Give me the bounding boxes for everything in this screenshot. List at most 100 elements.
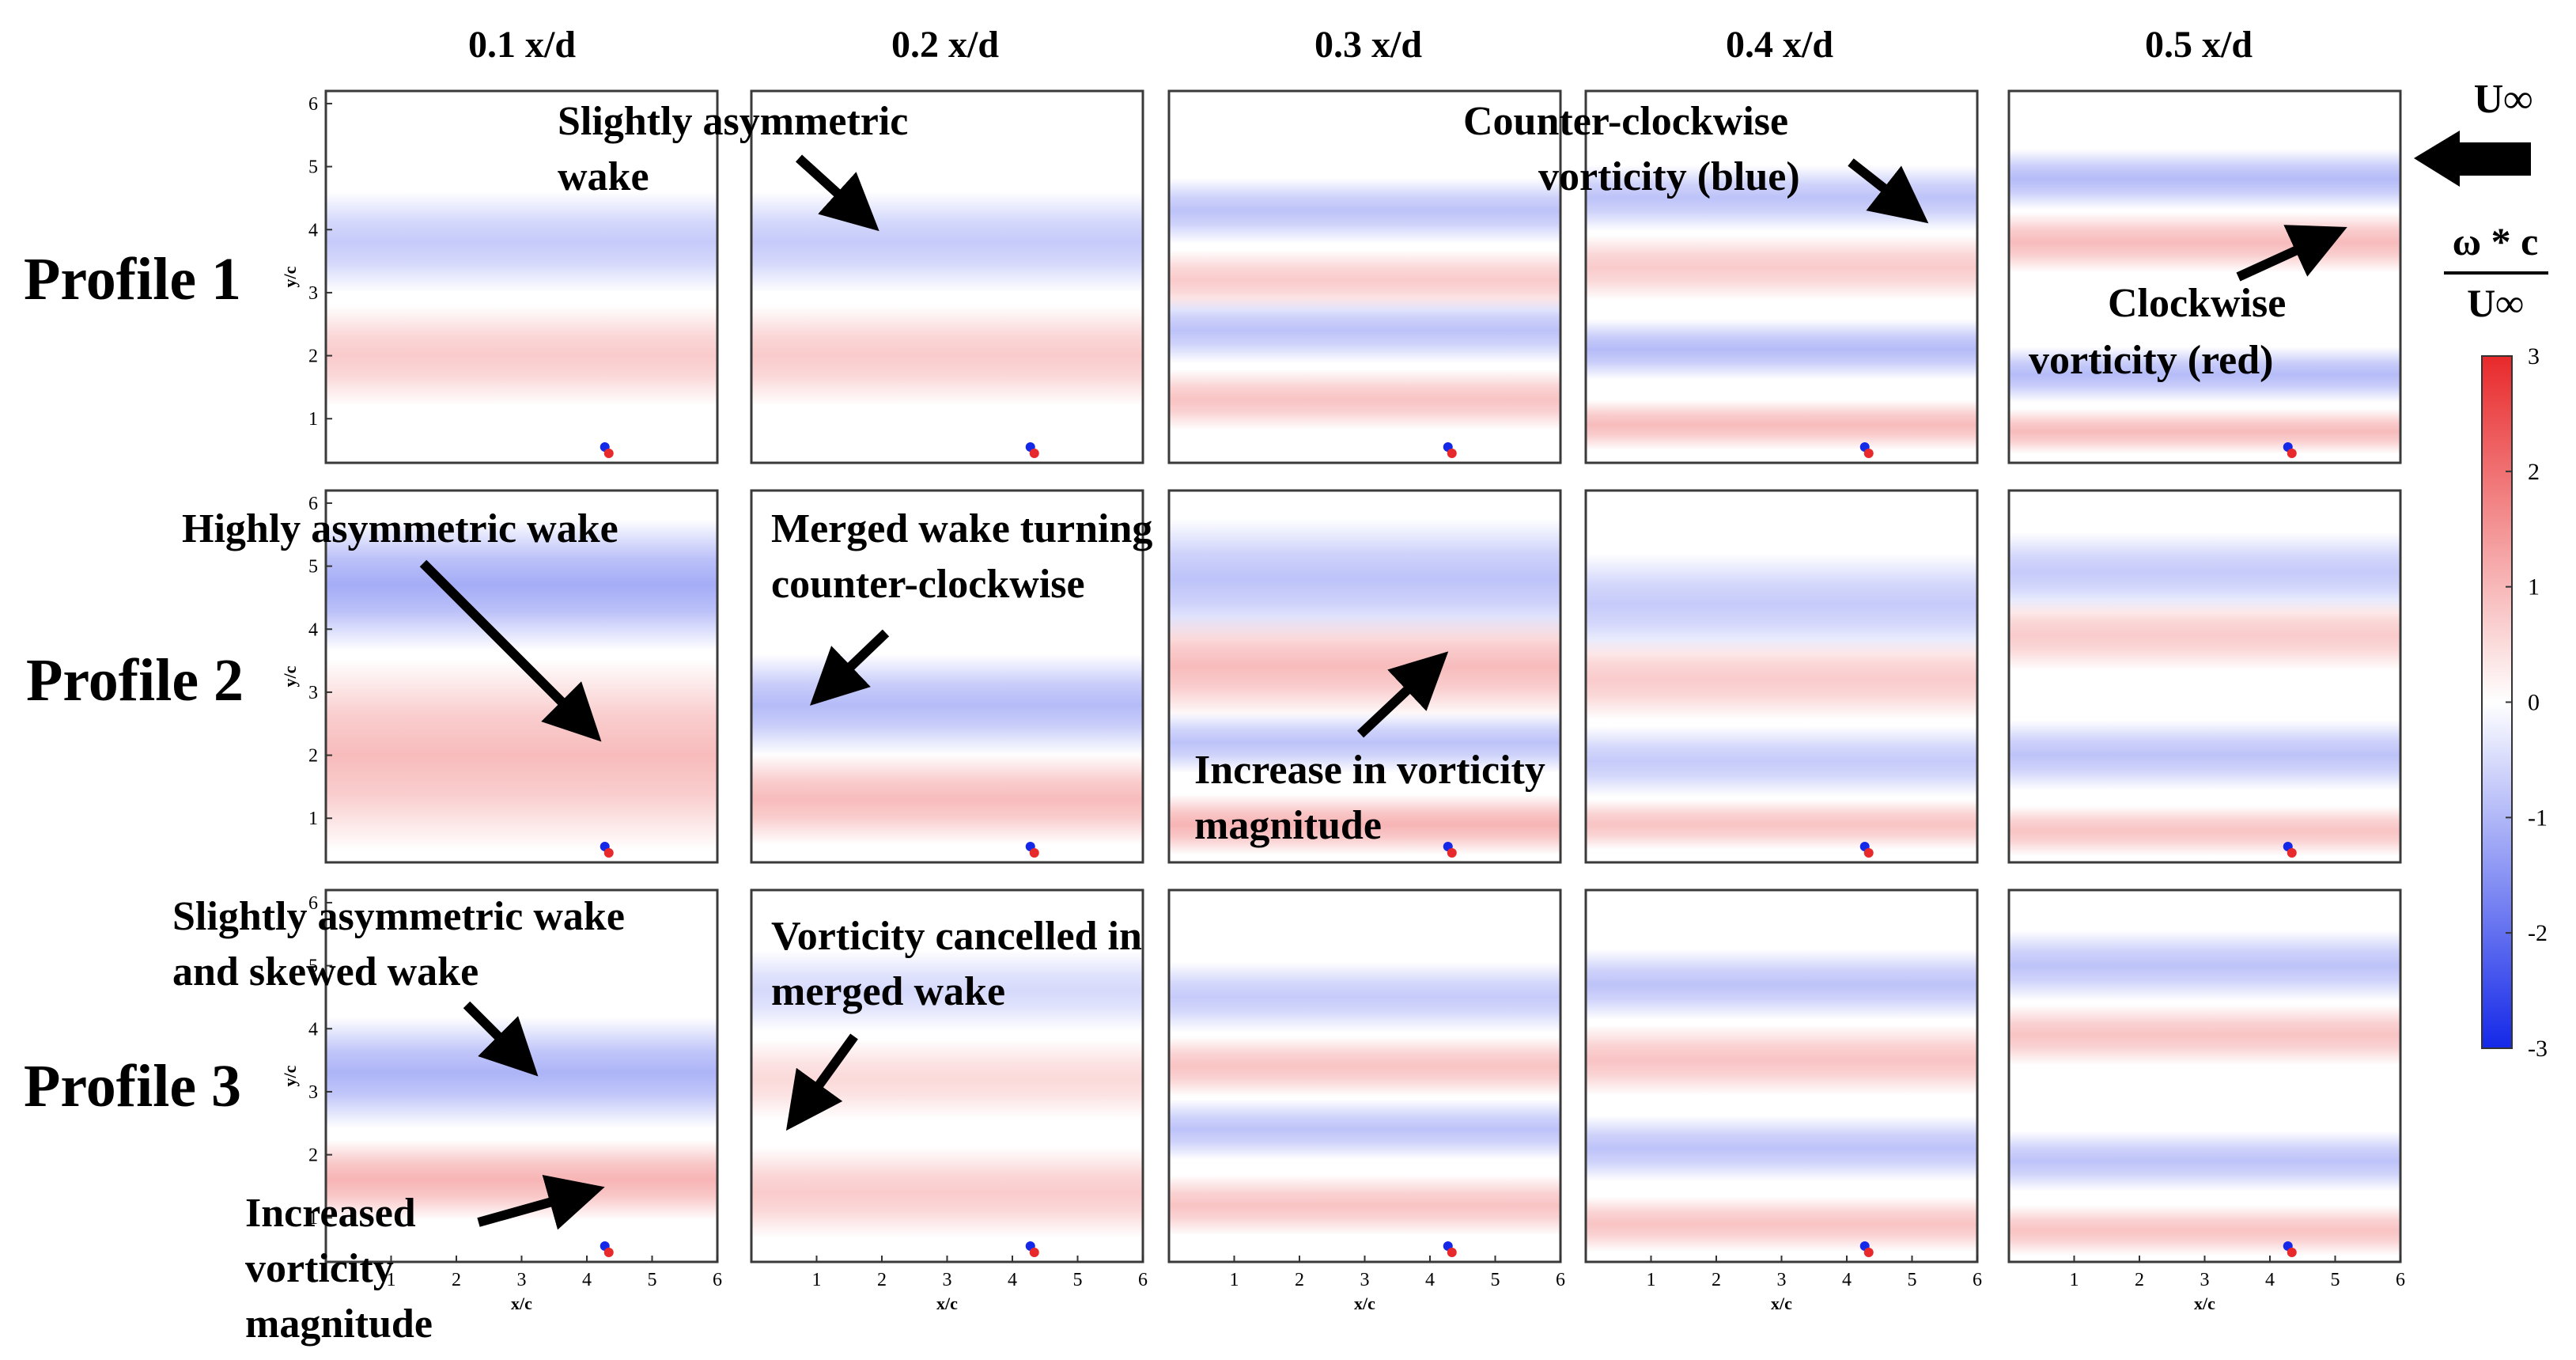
y-tick-label: 1: [308, 1208, 318, 1229]
freestream-indicator: U∞: [2414, 77, 2532, 187]
y-tick-label: 4: [308, 220, 318, 241]
vorticity-band: [1169, 369, 1560, 430]
vorticity-band: [2009, 1205, 2400, 1256]
colorbar-tick-label: -1: [2528, 805, 2548, 831]
x-tick-label: 2: [1295, 1270, 1304, 1290]
x-tick-label: 2: [452, 1270, 461, 1290]
x-tick-label: 6: [1556, 1270, 1565, 1290]
airfoil-marker-icon: [1447, 1248, 1457, 1257]
freestream-arrow-icon: [2414, 131, 2531, 187]
x-tick-label: 1: [2070, 1270, 2079, 1290]
colorbar-tick-label: -3: [2528, 1036, 2548, 1062]
panel-background: [2009, 91, 2400, 463]
airfoil-marker-icon: [1863, 848, 1874, 858]
airfoil-marker-icon: [2287, 449, 2297, 458]
panel-frame: [1167, 89, 1562, 464]
annotation-arrow-5: [1356, 651, 1449, 738]
annotation-arrows: [419, 154, 2347, 1230]
vorticity-band: [1169, 177, 1560, 244]
airfoil-marker-icon: [603, 848, 614, 858]
column-title-3: 0.4 x/d: [1726, 24, 1833, 66]
x-tick-label: 4: [1425, 1270, 1435, 1290]
x-axis-label: x/c: [1354, 1294, 1375, 1313]
vorticity-band: [2009, 211, 2400, 273]
x-tick-label: 4: [582, 1270, 592, 1290]
panel-r2-c4: 1 2 3 4 5 6 x/c: [2007, 888, 2405, 1313]
vorticity-band: [1169, 1175, 1560, 1236]
panel-r1-c4: [2007, 489, 2402, 864]
panel-frame: [324, 489, 719, 864]
airfoil-marker-icon: [603, 449, 614, 458]
vorticity-band: [1586, 949, 1977, 1021]
colorbar-tick-label: 2: [2528, 459, 2540, 485]
x-axis-label: x/c: [1771, 1294, 1792, 1313]
annotation-1-line-1: vorticity (blue): [1538, 154, 1800, 199]
vorticity-band: [2009, 347, 2400, 403]
x-tick-label: 6: [713, 1270, 722, 1290]
panel-r0-c4: [2007, 89, 2402, 464]
annotation-7-line-1: merged wake: [771, 969, 1005, 1014]
y-tick-label: 3: [308, 683, 318, 703]
annotation-4-line-0: Merged wake turning: [771, 506, 1152, 551]
x-tick-label: 3: [1360, 1270, 1370, 1290]
y-axis-label: y/c: [280, 1065, 300, 1086]
vorticity-band: [1586, 234, 1977, 301]
colorbar-tick-label: -2: [2528, 920, 2548, 946]
panel-r1-c0: 1 2 3 4 5 6 y/c: [280, 489, 719, 864]
annotation-1-line-0: Counter-clockwise: [1463, 99, 1788, 144]
vorticity-band: [1586, 319, 1977, 380]
annotation-0-line-0: Slightly asymmetric: [558, 99, 908, 144]
vorticity-band: [751, 950, 1143, 1032]
heatmap-panels: 1 2 3 4 5 6 y/c 1 2 3 4 5 6 y/c 1 2 3 4 5 6 y/c 1 2 3 4 5 6 x/c 1 2 3 4…: [280, 89, 2405, 1313]
colorbar-tick-label: 3: [2528, 343, 2540, 369]
annotation-5-line-1: magnitude: [1194, 803, 1382, 848]
airfoil-marker-icon: [603, 1248, 614, 1257]
y-tick-label: 1: [308, 809, 318, 829]
vorticity-band: [1169, 1099, 1560, 1160]
x-tick-label: 3: [943, 1270, 952, 1290]
vorticity-band: [1586, 1196, 1977, 1252]
panel-frame: [2007, 89, 2402, 464]
panel-r2-c3: 1 2 3 4 5 6 x/c: [1584, 888, 1982, 1313]
y-tick-label: 2: [308, 746, 318, 767]
panel-r0-c3: [1584, 89, 1979, 464]
vorticity-band: [2009, 149, 2400, 210]
vorticity-band: [751, 191, 1143, 293]
annotation-2-line-0: Clockwise: [2108, 281, 2286, 326]
vorticity-band: [326, 305, 717, 407]
vorticity-band: [2009, 719, 2400, 791]
annotation-arrow-1: [1848, 158, 1929, 224]
x-tick-label: 1: [1647, 1270, 1656, 1290]
vorticity-band: [1586, 400, 1977, 451]
x-tick-label: 4: [2265, 1270, 2275, 1290]
y-tick-label: 2: [308, 1146, 318, 1166]
y-tick-label: 1: [308, 409, 318, 430]
panel-r0-c2: [1167, 89, 1562, 464]
panel-r1-c3: [1584, 489, 1979, 864]
colorbar-tick-label: 1: [2528, 574, 2540, 600]
x-tick-label: 1: [1230, 1270, 1239, 1290]
vorticity-band: [751, 654, 1143, 756]
annotation-2-line-1: vorticity (red): [2029, 338, 2273, 383]
column-title-4: 0.5 x/d: [2145, 24, 2253, 66]
vorticity-band: [751, 305, 1143, 407]
vorticity-band: [1586, 553, 1977, 655]
x-tick-label: 2: [2135, 1270, 2144, 1290]
x-axis-label: x/c: [936, 1294, 958, 1313]
vorticity-band: [1169, 297, 1560, 364]
x-tick-label: 6: [1973, 1270, 1982, 1290]
freestream-label: U∞: [2474, 77, 2533, 122]
vorticity-band: [1586, 1116, 1977, 1182]
colorbar-label-denominator: U∞: [2467, 281, 2524, 325]
vorticity-band: [1169, 712, 1560, 773]
vorticity-band: [1586, 725, 1977, 797]
vorticity-band: [1169, 794, 1560, 855]
x-tick-label: 1: [812, 1270, 822, 1290]
vorticity-band: [326, 1017, 717, 1129]
airfoil-marker-icon: [1863, 1248, 1874, 1257]
vorticity-band: [2009, 532, 2400, 613]
y-tick-label: 3: [308, 283, 318, 304]
airfoil-marker-icon: [1447, 848, 1457, 858]
vorticity-band: [751, 753, 1143, 845]
